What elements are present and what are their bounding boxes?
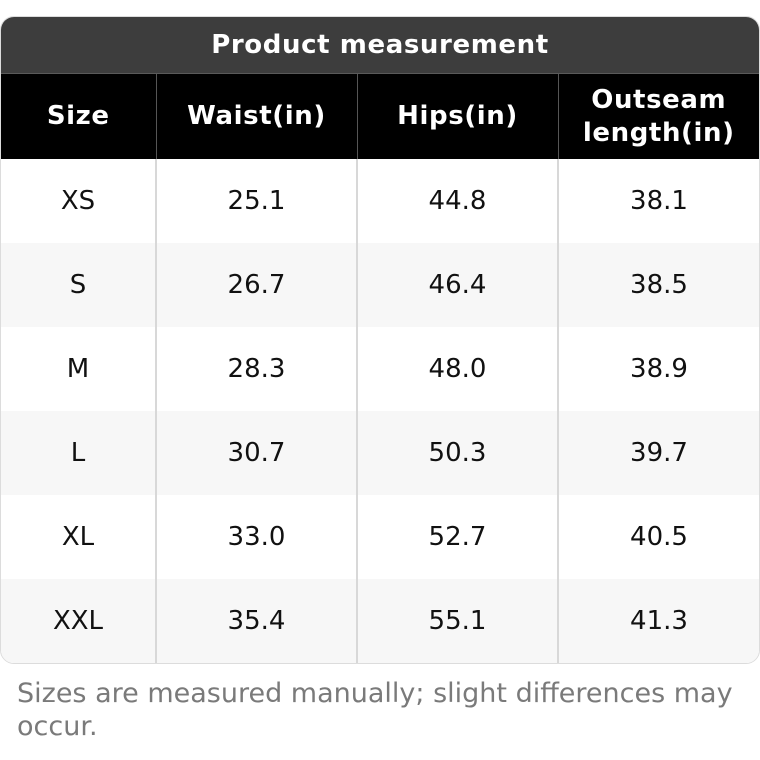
- outseam-cell: 38.5: [557, 243, 759, 327]
- waist-cell: 33.0: [155, 495, 357, 579]
- table-row: XXL 35.4 55.1 41.3: [1, 579, 759, 663]
- size-cell: S: [1, 243, 156, 327]
- outseam-cell: 38.1: [557, 159, 759, 243]
- column-header-size: Size: [1, 74, 156, 159]
- hips-cell: 55.1: [356, 579, 558, 663]
- size-cell: M: [1, 327, 156, 411]
- waist-cell: 35.4: [155, 579, 357, 663]
- size-cell: XS: [1, 159, 156, 243]
- waist-cell: 28.3: [155, 327, 357, 411]
- table-row: XL 33.0 52.7 40.5: [1, 495, 759, 579]
- hips-cell: 52.7: [356, 495, 558, 579]
- hips-cell: 48.0: [356, 327, 558, 411]
- hips-cell: 44.8: [356, 159, 558, 243]
- waist-cell: 25.1: [155, 159, 357, 243]
- table-row: S 26.7 46.4 38.5: [1, 243, 759, 327]
- outseam-cell: 39.7: [557, 411, 759, 495]
- table-row: L 30.7 50.3 39.7: [1, 411, 759, 495]
- outseam-cell: 40.5: [557, 495, 759, 579]
- measurement-note: Sizes are measured manually; slight diff…: [17, 678, 733, 742]
- measurement-card: Product measurement Size Waist(in) Hips(…: [0, 16, 760, 664]
- column-header-hips: Hips(in): [356, 74, 558, 159]
- hips-cell: 46.4: [356, 243, 558, 327]
- header-row: Size Waist(in) Hips(in) Outseam length(i…: [1, 74, 759, 159]
- outseam-cell: 38.9: [557, 327, 759, 411]
- waist-cell: 26.7: [155, 243, 357, 327]
- hips-cell: 50.3: [356, 411, 558, 495]
- waist-cell: 30.7: [155, 411, 357, 495]
- size-cell: XL: [1, 495, 156, 579]
- column-header-waist: Waist(in): [155, 74, 357, 159]
- measurement-table: Size Waist(in) Hips(in) Outseam length(i…: [1, 74, 759, 663]
- table-title: Product measurement: [1, 17, 759, 74]
- size-cell: L: [1, 411, 156, 495]
- size-cell: XXL: [1, 579, 156, 663]
- table-row: M 28.3 48.0 38.9: [1, 327, 759, 411]
- table-row: XS 25.1 44.8 38.1: [1, 159, 759, 243]
- outseam-cell: 41.3: [557, 579, 759, 663]
- column-header-outseam: Outseam length(in): [557, 74, 759, 159]
